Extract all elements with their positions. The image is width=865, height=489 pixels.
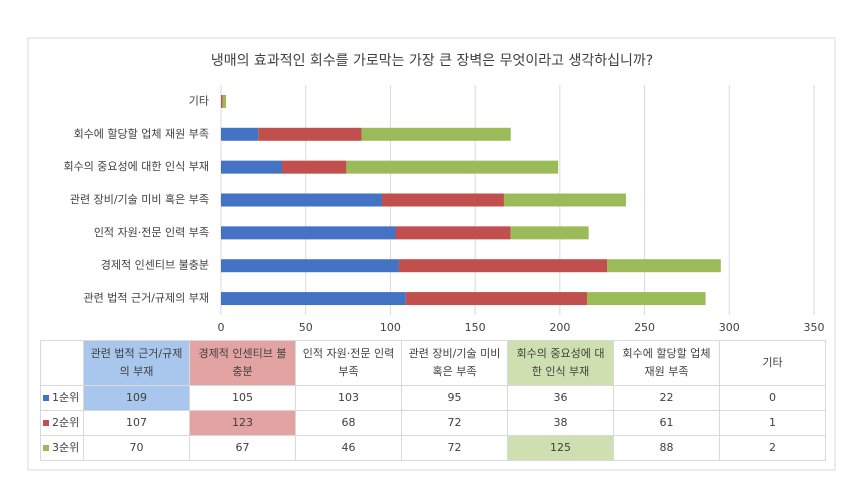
table-cell: 123 (189, 410, 296, 436)
y-tick-label: 인적 자원·전문 인력 부족 (94, 226, 209, 239)
table-cell: 125 (507, 435, 614, 461)
table-header-cell: 경제적 인센티브 불충분 (189, 340, 296, 386)
table-cell: 1 (719, 410, 826, 436)
table-header-cell: 회수에 할당할 업체 재원 부족 (613, 340, 720, 386)
x-tick-label: 300 (719, 321, 740, 334)
bar (221, 193, 382, 207)
bar (346, 160, 559, 174)
table-header-row: 관련 법적 근거/규제의 부재 경제적 인센티브 불충분 인적 자원·전문 인력 부… (40, 340, 826, 386)
x-tick-label: 250 (634, 321, 655, 334)
table-cell: 61 (613, 410, 720, 436)
x-tick-label: 200 (549, 321, 570, 334)
table-row: 2순위 107 123 68 72 38 61 1 (40, 410, 826, 436)
bar (222, 94, 227, 108)
y-tick-label: 회수에 할당할 업체 재원 부족 (74, 127, 209, 140)
table-header-cell: 인적 자원·전문 인력 부족 (295, 340, 402, 386)
table-cell: 38 (507, 410, 614, 436)
x-tick-label: 50 (299, 321, 313, 334)
data-table: 관련 법적 근거/규제의 부재 경제적 인센티브 불충분 인적 자원·전문 인력 부… (40, 340, 826, 461)
bar (221, 226, 396, 240)
table-cell: 107 (83, 410, 190, 436)
table-cell: 105 (189, 385, 296, 411)
bar (510, 226, 589, 240)
table-cell: 36 (507, 385, 614, 411)
table-cell: 22 (613, 385, 720, 411)
chart-title: 냉매의 효과적인 회수를 가로막는 가장 큰 장벽은 무엇이라고 생각하십니까? (211, 53, 653, 69)
x-tick-label: 0 (218, 321, 225, 334)
table-cell: 0 (719, 385, 826, 411)
table-cell: 72 (401, 410, 508, 436)
bar (398, 259, 608, 273)
x-tick-label: 150 (465, 321, 486, 334)
table-row: 3순위 70 67 46 72 125 88 2 (40, 435, 826, 461)
bar (586, 292, 706, 306)
legend-swatch (43, 395, 49, 401)
y-tick-label: 관련 법적 근거/규제의 부재 (83, 292, 209, 305)
table-cell: 68 (295, 410, 402, 436)
table-corner (40, 340, 84, 386)
table-cell: 72 (401, 435, 508, 461)
y-tick-label: 경제적 인센티브 불충분 (101, 259, 209, 272)
table-cell: 70 (83, 435, 190, 461)
table-header-cell: 회수의 중요성에 대한 인식 부재 (507, 340, 614, 386)
bar (221, 160, 282, 174)
y-tick-label: 기타 (189, 94, 209, 107)
bar (405, 292, 587, 306)
table-cell: 46 (295, 435, 402, 461)
bar (607, 259, 721, 273)
table-cell: 67 (189, 435, 296, 461)
bar (281, 160, 347, 174)
bar (381, 193, 504, 207)
legend-cell: 1순위 (40, 385, 84, 411)
table-cell: 103 (295, 385, 402, 411)
x-tick-label: 350 (804, 321, 825, 334)
bar (221, 259, 399, 273)
legend-label: 2순위 (52, 416, 80, 429)
table-header-cell: 관련 법적 근거/규제의 부재 (83, 340, 190, 386)
table-header-cell: 관련 장비/기술 미비 혹은 부족 (401, 340, 508, 386)
y-tick-label: 관련 장비/기술 미비 혹은 부족 (70, 192, 209, 206)
y-tick-label: 회수의 중요성에 대한 인식 부재 (63, 160, 209, 173)
table-cell: 88 (613, 435, 720, 461)
legend-swatch (43, 445, 49, 451)
legend-cell: 3순위 (40, 435, 84, 461)
legend-swatch (43, 420, 49, 426)
bar (221, 127, 259, 141)
bar (221, 94, 223, 108)
legend-label: 3순위 (52, 441, 80, 454)
bar (258, 127, 362, 141)
bar (395, 226, 511, 240)
table-cell: 2 (719, 435, 826, 461)
table-header-cell: 기타 (719, 340, 826, 386)
bar (361, 127, 511, 141)
bar (503, 193, 626, 207)
legend-label: 1순위 (52, 391, 80, 404)
bar (221, 292, 406, 306)
x-tick-label: 100 (380, 321, 401, 334)
table-cell: 95 (401, 385, 508, 411)
table-row: 1순위 109 105 103 95 36 22 0 (40, 385, 826, 411)
legend-cell: 2순위 (40, 410, 84, 436)
table-cell: 109 (83, 385, 190, 411)
